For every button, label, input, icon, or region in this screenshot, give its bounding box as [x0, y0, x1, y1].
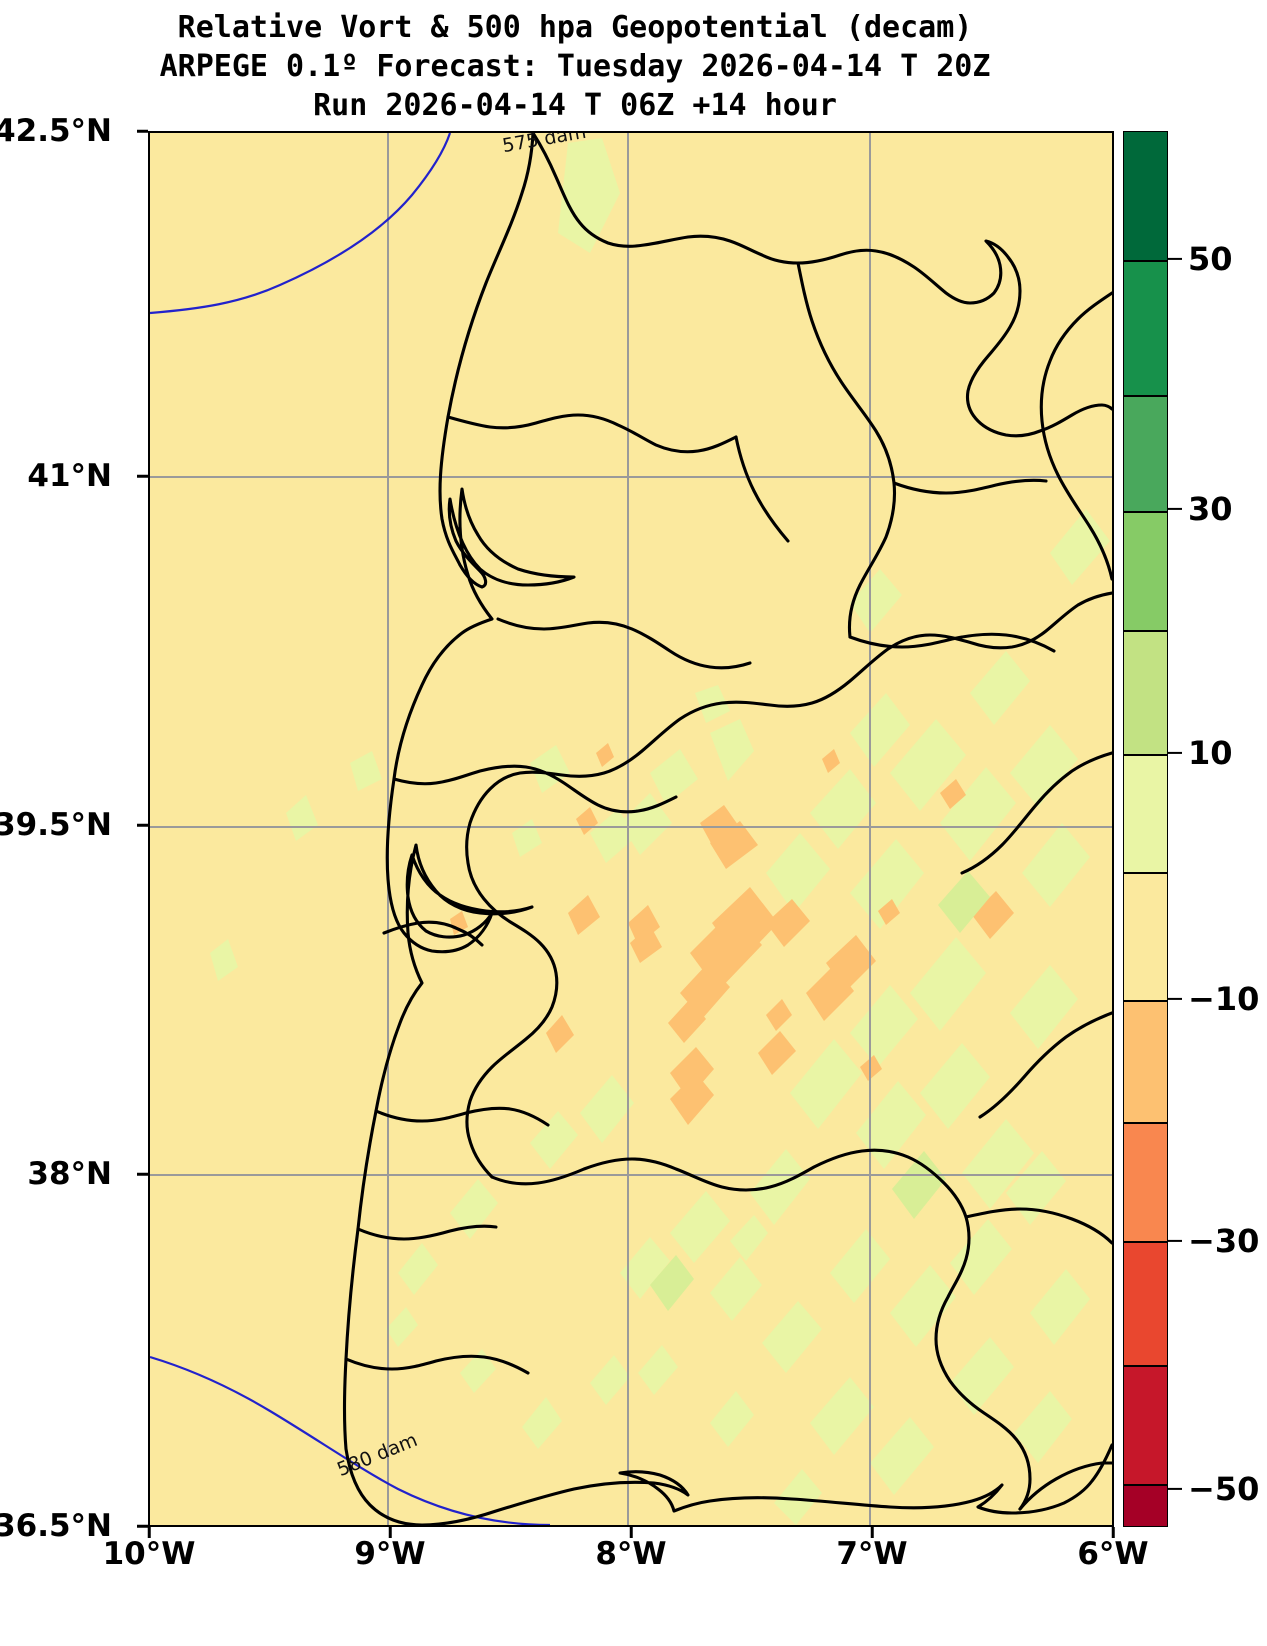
cbar-band-10 — [1124, 755, 1167, 873]
cbar-tick-mark-m30 — [1168, 1239, 1182, 1243]
district-border-3 — [496, 617, 752, 670]
district-border-6 — [344, 1354, 530, 1375]
map-clip: 580 dam 575 dam — [150, 133, 1112, 1525]
ytick-mark-36p5N — [137, 1524, 148, 1528]
cbar-tick-label-m50: −50 — [1188, 1470, 1260, 1508]
coastline-portugal-west — [342, 133, 576, 1525]
cbar-separator-8 — [1124, 1122, 1167, 1124]
cbar-band-m20 — [1124, 1123, 1167, 1242]
cbar-separator-3 — [1124, 511, 1167, 513]
cbar-band-0 — [1124, 873, 1167, 1001]
cbar-tick-label-m10: −10 — [1188, 980, 1260, 1018]
district-border-1 — [446, 413, 738, 454]
cbar-tick-mark-50 — [1168, 257, 1182, 261]
ytick-mark-39p5N — [137, 823, 148, 827]
cbar-band-50 — [1124, 261, 1167, 396]
xtick-label-9W: 9°W — [354, 1536, 426, 1572]
border-portugal-spain-north — [531, 133, 1112, 438]
border-portugal-spain-south — [490, 1148, 1032, 1511]
cbar-band-m30 — [1124, 1242, 1167, 1366]
ytick-label-39p5N: 39.5°N — [0, 807, 112, 843]
cbar-separator-7 — [1124, 1000, 1167, 1002]
spain-province-border-6 — [964, 1207, 1112, 1245]
district-border-5 — [356, 1224, 498, 1241]
map-graphics — [150, 133, 1112, 1525]
cbar-separator-1 — [1124, 260, 1167, 262]
negative-vorticity-patches — [450, 743, 1014, 1125]
chart-title-block: Relative Vort & 500 hpa Geopotential (de… — [0, 8, 1150, 125]
spain-province-border-9 — [734, 435, 790, 543]
cbar-tick-mark-10 — [1168, 751, 1182, 755]
title-line-2: ARPEGE 0.1º Forecast: Tuesday 2026-04-14… — [159, 49, 991, 84]
ytick-label-41N: 41°N — [27, 458, 112, 494]
cbar-band-m40 — [1124, 1366, 1167, 1485]
cbar-band-70 — [1124, 132, 1167, 261]
cbar-separator-4 — [1124, 630, 1167, 632]
cbar-tick-label-50: 50 — [1188, 240, 1233, 278]
cbar-tick-label-30: 30 — [1188, 490, 1233, 528]
xtick-mark-7W — [870, 1527, 874, 1538]
cbar-separator-2 — [1124, 395, 1167, 397]
cbar-band-m50 — [1124, 1485, 1167, 1526]
district-border-2 — [392, 764, 678, 814]
positive-vorticity-accents — [650, 871, 990, 1311]
cbar-tick-mark-m10 — [1168, 997, 1182, 1001]
xtick-mark-8W — [629, 1527, 633, 1538]
spain-province-border-5 — [960, 751, 1112, 875]
spain-province-border-8 — [1018, 1461, 1112, 1511]
cbar-tick-label-10: 10 — [1188, 734, 1233, 772]
cbar-band-40 — [1124, 396, 1167, 512]
spain-province-border-2 — [1039, 291, 1112, 581]
contour-575dam — [150, 133, 452, 315]
title-line-1: Relative Vort & 500 hpa Geopotential (de… — [177, 10, 973, 45]
map-gridlines — [150, 133, 1112, 1525]
cbar-tick-mark-m50 — [1168, 1487, 1182, 1491]
xtick-label-8W: 8°W — [595, 1536, 667, 1572]
cbar-tick-mark-30 — [1168, 507, 1182, 511]
district-border-4 — [374, 1106, 550, 1127]
cbar-separator-5 — [1124, 754, 1167, 756]
positive-vorticity-patches — [210, 138, 1110, 1525]
cbar-tick-label-m30: −30 — [1188, 1222, 1260, 1260]
tejo-estuary — [382, 920, 484, 947]
cbar-separator-6 — [1124, 872, 1167, 874]
vorticity-shading-layer — [210, 138, 1110, 1525]
xtick-label-7W: 7°W — [836, 1536, 908, 1572]
ytick-label-36p5N: 36.5°N — [0, 1508, 112, 1544]
cbar-separator-11 — [1124, 1484, 1167, 1486]
spain-province-border-3 — [892, 478, 1048, 495]
cbar-separator-10 — [1124, 1365, 1167, 1367]
coastline-algarve-south — [420, 1443, 1112, 1525]
vorticity-colorbar[interactable] — [1123, 131, 1168, 1527]
border-portugal-spain-central — [465, 591, 1112, 1179]
ytick-mark-38N — [137, 1172, 148, 1176]
spain-province-border-7 — [978, 1011, 1112, 1119]
cbar-band-m10 — [1124, 1001, 1167, 1123]
title-line-3: Run 2026-04-14 T 06Z +14 hour — [313, 88, 837, 123]
ytick-label-42p5N: 42.5°N — [0, 113, 112, 149]
ytick-mark-41N — [137, 474, 148, 478]
cbar-band-30 — [1124, 512, 1167, 631]
ytick-mark-42p5N — [137, 129, 148, 133]
cbar-separator-9 — [1124, 1241, 1167, 1243]
xtick-label-6W: 6°W — [1077, 1536, 1149, 1572]
cbar-band-20 — [1124, 631, 1167, 755]
spain-province-border-1 — [796, 261, 897, 639]
xtick-label-10W: 10°W — [102, 1536, 196, 1572]
xtick-mark-10W — [147, 1527, 151, 1538]
contour-580dam — [150, 1355, 551, 1525]
xtick-mark-6W — [1111, 1527, 1115, 1538]
map-plot-area[interactable]: 580 dam 575 dam — [148, 131, 1114, 1527]
xtick-mark-9W — [388, 1527, 392, 1538]
spain-province-border-4 — [848, 632, 1056, 653]
map-boundaries — [342, 133, 1112, 1525]
ytick-label-38N: 38°N — [27, 1156, 112, 1192]
